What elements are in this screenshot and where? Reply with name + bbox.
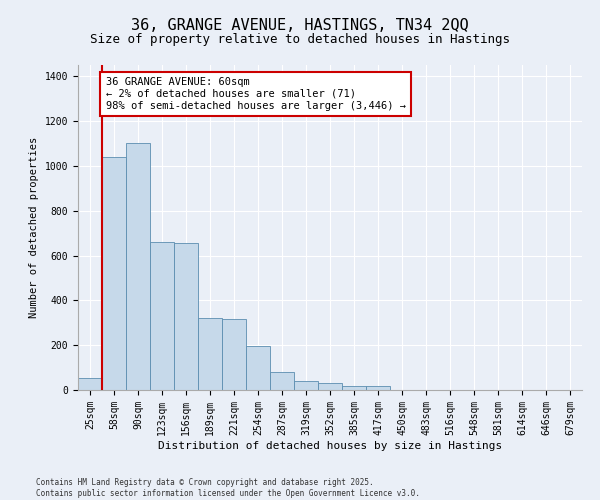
Bar [198, 318, 222, 390]
Bar [318, 384, 342, 390]
X-axis label: Distribution of detached houses by size in Hastings: Distribution of detached houses by size … [158, 440, 502, 450]
Bar [102, 157, 126, 390]
Bar [78, 378, 102, 390]
Text: Size of property relative to detached houses in Hastings: Size of property relative to detached ho… [90, 32, 510, 46]
Text: 36, GRANGE AVENUE, HASTINGS, TN34 2QQ: 36, GRANGE AVENUE, HASTINGS, TN34 2QQ [131, 18, 469, 32]
Bar [126, 144, 150, 390]
Bar [270, 372, 294, 390]
Bar [222, 318, 246, 390]
Bar [366, 386, 390, 390]
Bar [294, 381, 318, 390]
Text: Contains HM Land Registry data © Crown copyright and database right 2025.
Contai: Contains HM Land Registry data © Crown c… [36, 478, 420, 498]
Bar [342, 386, 366, 390]
Bar [174, 243, 198, 390]
Bar [150, 242, 174, 390]
Y-axis label: Number of detached properties: Number of detached properties [29, 137, 39, 318]
Bar [246, 346, 270, 390]
Text: 36 GRANGE AVENUE: 60sqm
← 2% of detached houses are smaller (71)
98% of semi-det: 36 GRANGE AVENUE: 60sqm ← 2% of detached… [106, 78, 406, 110]
